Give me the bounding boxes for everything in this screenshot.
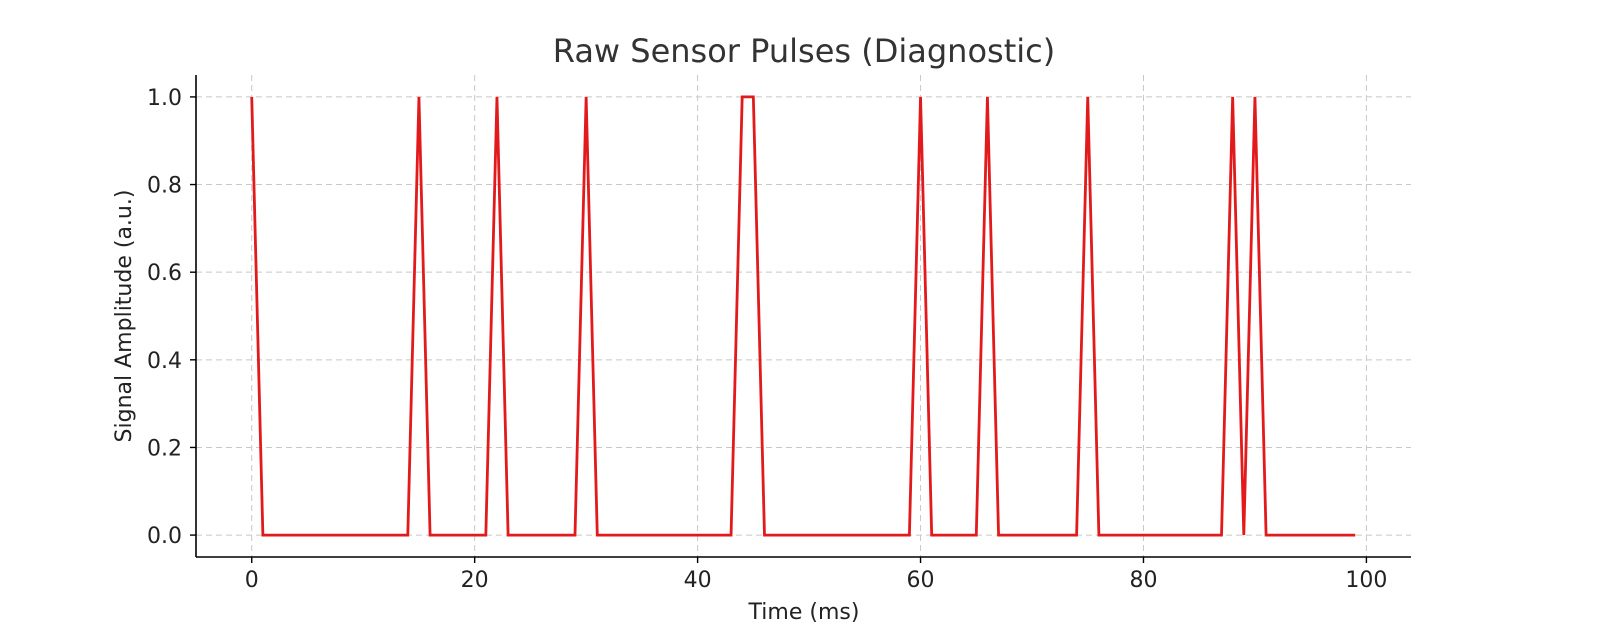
x-tick-label: 20 [461,568,489,593]
x-tick-label: 0 [245,568,259,593]
y-ticks: 0.0 0.2 0.4 0.6 0.8 1.0 [147,86,196,549]
y-tick-label: 0.2 [147,436,182,461]
x-tick-label: 100 [1345,568,1387,593]
y-tick-label: 0.0 [147,524,182,549]
gridlines [196,75,1411,557]
pulse-series-line [250,95,1356,537]
x-axis-label: Time (ms) [748,600,860,625]
y-tick-label: 0.4 [147,349,182,374]
y-tick-label: 0.6 [147,261,182,286]
series-layer [250,95,1356,537]
x-tick-label: 80 [1129,568,1157,593]
x-ticks: 0 20 40 60 80 100 [245,557,1387,593]
chart-title: Raw Sensor Pulses (Diagnostic) [553,32,1055,70]
axes [195,75,1411,558]
y-tick-label: 1.0 [147,86,182,111]
y-axis-label: Signal Amplitude (a.u.) [112,190,137,443]
y-tick-label: 0.8 [147,174,182,199]
x-tick-label: 40 [684,568,712,593]
x-tick-label: 60 [907,568,935,593]
